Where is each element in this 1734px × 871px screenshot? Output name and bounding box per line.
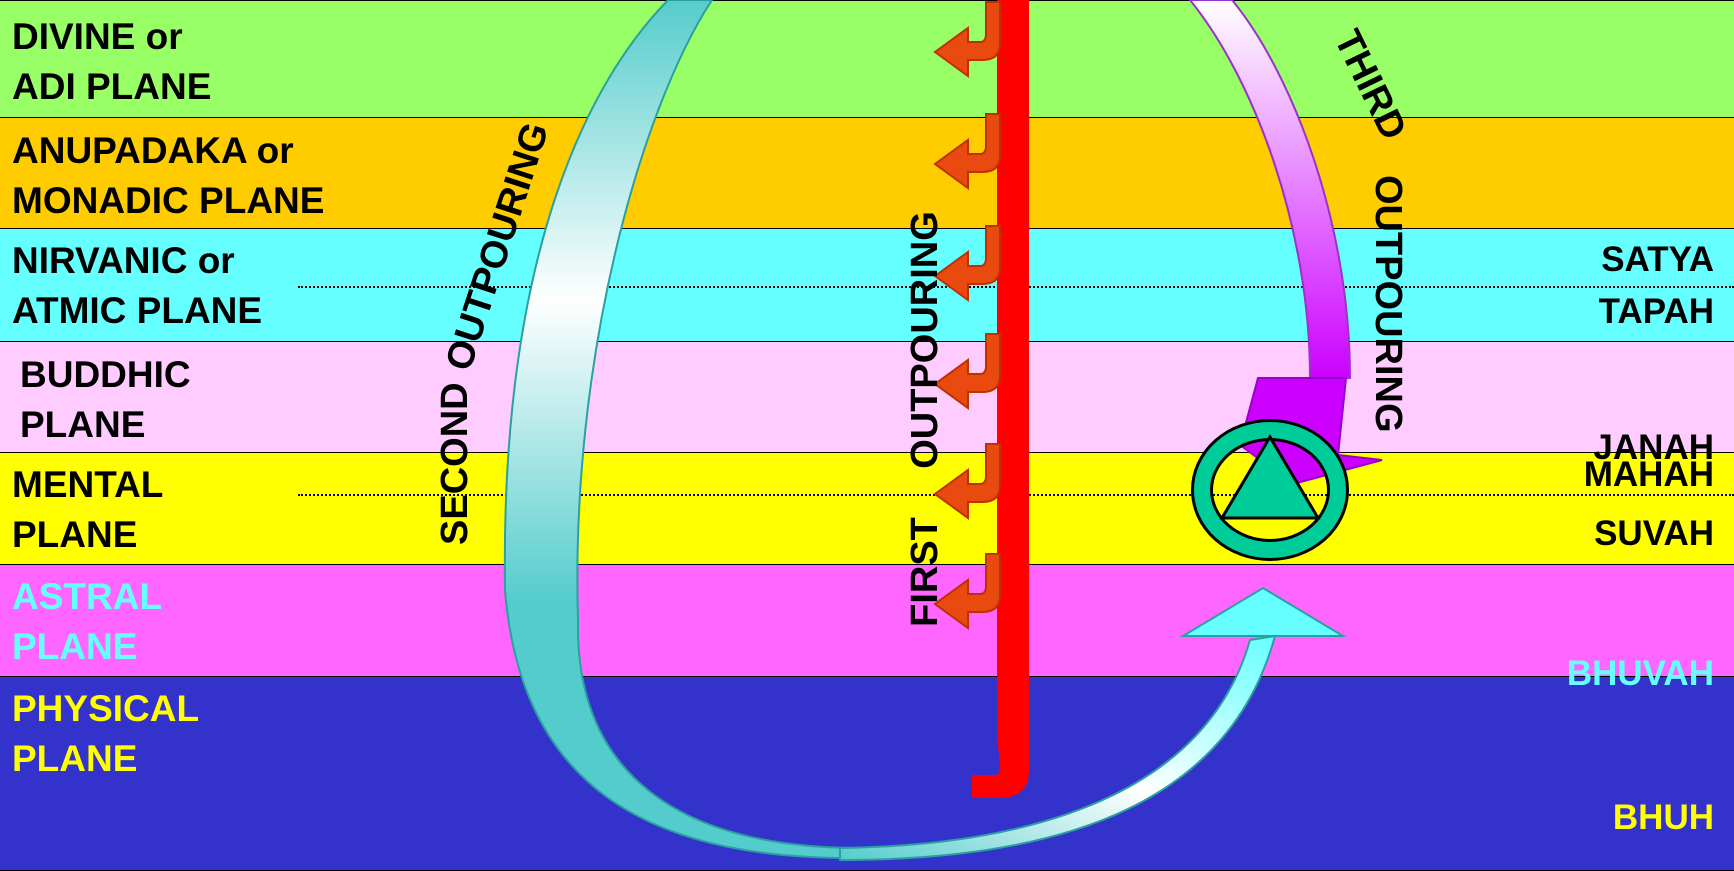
emblem-ring-inner — [1194, 422, 1346, 558]
plane-label-atmic-line2: ATMIC PLANE — [12, 290, 263, 331]
loka-mahah: MAHAH — [1583, 455, 1714, 494]
branch-arrow-5 — [933, 443, 1001, 520]
branch-arrow-2 — [933, 113, 1001, 190]
plane-label-astral: ASTRAL PLANE — [12, 572, 162, 672]
loka-bhuvah: BHUVAH — [1566, 654, 1714, 693]
first-outpouring-bottom-hook — [972, 735, 1029, 798]
first-outpouring-branch-arrows — [933, 1, 1001, 630]
plane-band-atmic — [0, 228, 1734, 341]
plane-label-astral-line2: PLANE — [12, 626, 138, 667]
plane-label-monadic: ANUPADAKA or MONADIC PLANE — [12, 126, 324, 226]
second-outpouring-return-arrow — [839, 634, 1277, 862]
plane-label-atmic-line1: NIRVANIC or — [12, 240, 235, 281]
plane-band-monadic — [0, 117, 1734, 228]
plane-label-monadic-line1: ANUPADAKA or — [12, 130, 294, 171]
plane-label-mental: MENTAL PLANE — [12, 460, 163, 560]
loka-janah: JANAH — [1593, 428, 1714, 467]
branch-arrow-6 — [933, 553, 1001, 630]
plane-band-mental — [0, 452, 1734, 564]
plane-label-physical-line1: PHYSICAL — [12, 688, 200, 729]
branch-arrow-4 — [933, 333, 1001, 410]
loka-suvah: SUVAH — [1594, 514, 1714, 553]
plane-label-physical-line2: PLANE — [12, 738, 138, 779]
third-outpouring-arrow — [1188, 0, 1352, 379]
second-outpouring-label-second: SECOND — [434, 382, 476, 545]
plane-label-mental-line1: MENTAL — [12, 464, 164, 505]
loka-satya: SATYA — [1601, 240, 1714, 279]
first-outpouring-line — [997, 0, 1029, 735]
loka-bhuh: BHUH — [1612, 798, 1714, 837]
third-outpouring-label-outpouring: OUTPOURING — [1367, 175, 1409, 433]
plane-label-buddhic-line2: PLANE — [20, 404, 146, 445]
plane-band-buddhic — [0, 341, 1734, 452]
plane-label-mental-line2: PLANE — [12, 514, 138, 555]
emblem-triangle — [1219, 434, 1321, 520]
plane-label-atmic: NIRVANIC or ATMIC PLANE — [12, 236, 262, 336]
plane-label-buddhic-line1: BUDDHIC — [20, 354, 191, 395]
branch-arrow-3 — [933, 225, 1001, 302]
loka-tapah: TAPAH — [1598, 292, 1714, 331]
plane-band-astral — [0, 564, 1734, 676]
plane-label-divine-line1: DIVINE or — [12, 16, 183, 57]
first-outpouring-label-outpouring: OUTPOURING — [904, 211, 946, 469]
second-outpouring-arrowhead — [1179, 586, 1347, 637]
plane-label-monadic-line2: MONADIC PLANE — [12, 180, 325, 221]
plane-label-divine-line2: ADI PLANE — [12, 66, 212, 107]
plane-label-divine: DIVINE or ADI PLANE — [12, 12, 211, 112]
plane-label-buddhic: BUDDHIC PLANE — [20, 350, 191, 450]
first-outpouring-label-first: FIRST — [904, 517, 946, 627]
plane-band-physical — [0, 676, 1734, 871]
plane-label-astral-line1: ASTRAL — [12, 576, 163, 617]
plane-band-divine — [0, 0, 1734, 117]
second-outpouring-arrow — [503, 0, 851, 860]
plane-label-physical: PHYSICAL PLANE — [12, 684, 199, 784]
branch-arrow-1 — [933, 1, 1001, 78]
